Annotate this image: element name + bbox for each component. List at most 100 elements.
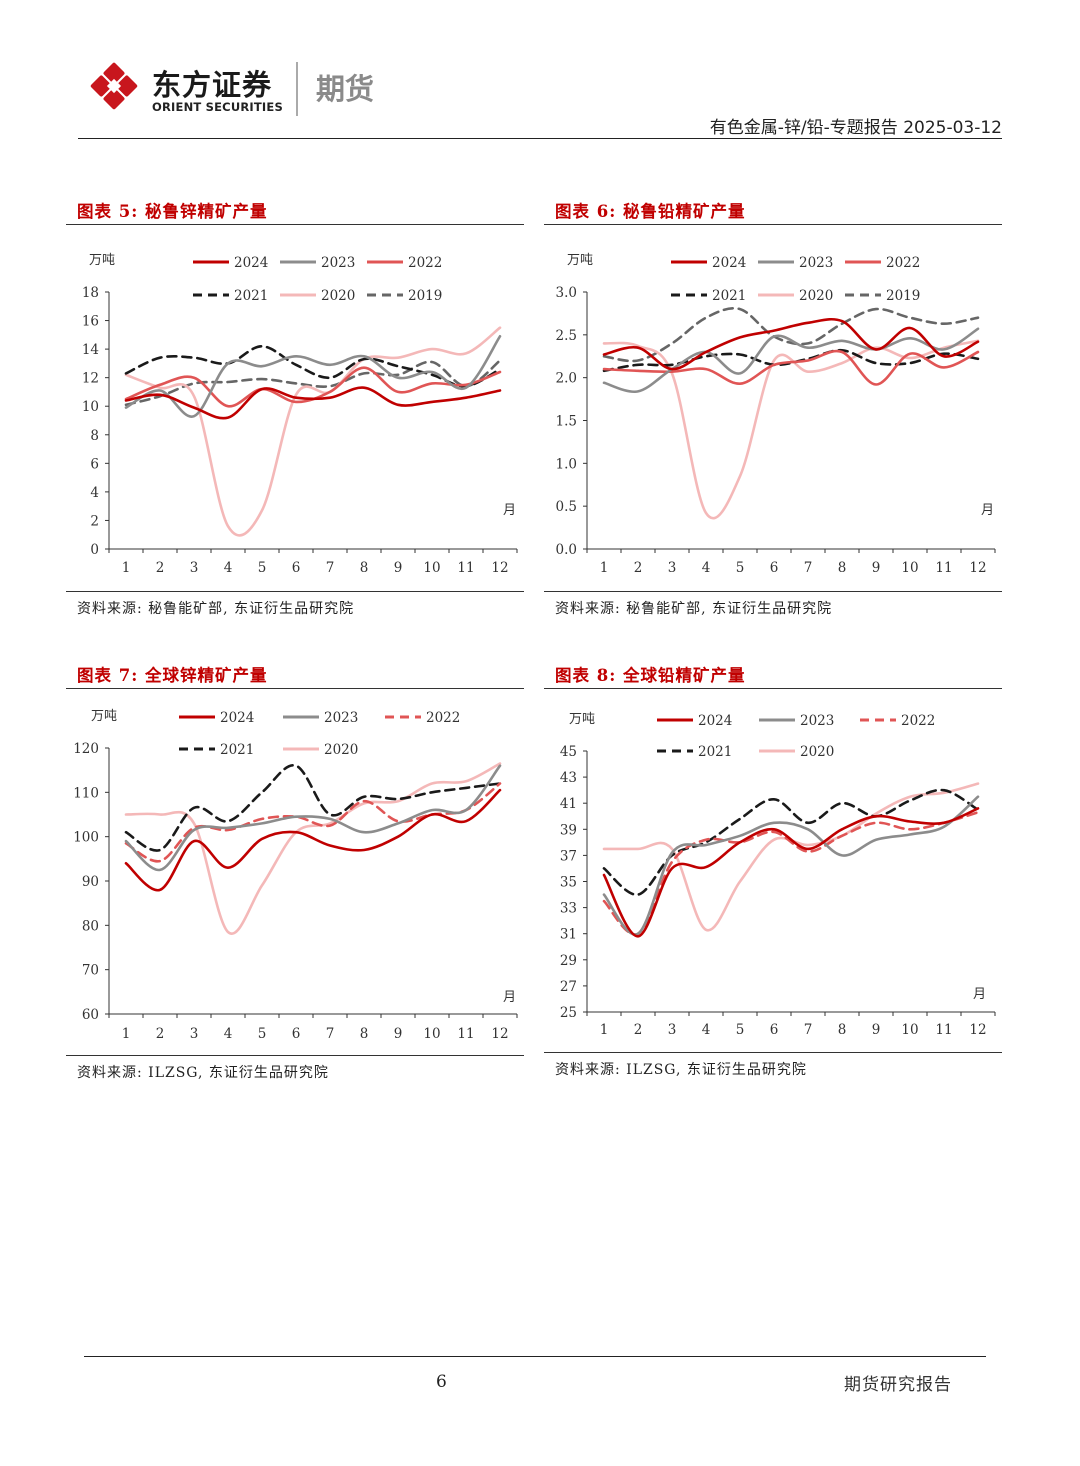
series-line-2022 — [602, 811, 980, 936]
chart-title: 图表 8: 全球铅精矿产量 — [555, 666, 746, 685]
legend-label-2023: 2023 — [800, 713, 834, 729]
series-line-2024 — [602, 807, 980, 938]
y-tick-label: 2.5 — [556, 328, 577, 344]
series-line-2020 — [124, 762, 502, 935]
x-tick-label: 4 — [702, 560, 711, 576]
series-line-2021 — [602, 348, 980, 373]
y-axis-unit-label: 万吨 — [89, 253, 115, 268]
y-tick-label: 0 — [90, 542, 99, 558]
y-tick-label: 45 — [560, 744, 577, 760]
chart-canvas: 万吨 2024 2023 2022 2021 2020 2019 0.0 0.5 1.0 1.5 2.… — [556, 253, 996, 576]
legend-label-2020: 2020 — [799, 288, 833, 304]
x-tick-label: 5 — [258, 560, 267, 576]
chart-title-rule — [66, 688, 524, 689]
chart-title-rule — [66, 224, 524, 225]
series-line-2024 — [124, 788, 502, 892]
legend-label-2020: 2020 — [800, 744, 834, 760]
series-line-2023 — [602, 795, 980, 936]
x-tick-label: 9 — [394, 560, 403, 576]
report-identifier: 有色金属-锌/铅-专题报告 2025-03-12 — [709, 118, 1002, 138]
legend-label-2021: 2021 — [234, 288, 268, 304]
header-divider — [78, 138, 1002, 139]
y-tick-label: 1.5 — [556, 414, 577, 430]
legend-label-2023: 2023 — [321, 255, 355, 271]
x-tick-label: 7 — [804, 560, 813, 576]
y-tick-label: 90 — [82, 874, 99, 890]
company-logo: 东方证券 ORIENT SECURITIES 期货 — [88, 60, 398, 124]
y-tick-label: 43 — [560, 770, 577, 786]
x-tick-label: 6 — [770, 560, 779, 576]
legend-label-2019: 2019 — [408, 288, 442, 304]
chart-panel-7: 图表 7: 全球锌精矿产量 万吨 2024 2023 2022 2021 2020 60 70… — [66, 662, 524, 1092]
series-line-2023 — [602, 327, 980, 394]
x-tick-label: 10 — [423, 560, 440, 576]
footer-divider — [84, 1356, 986, 1357]
x-tick-label: 6 — [292, 560, 301, 576]
x-tick-label: 6 — [770, 1022, 779, 1038]
x-tick-label: 9 — [872, 560, 881, 576]
y-tick-label: 6 — [90, 456, 99, 472]
series-line-2020 — [602, 339, 980, 520]
x-tick-label: 2 — [156, 560, 165, 576]
logo-subtitle: 期货 — [316, 72, 375, 106]
y-tick-label: 10 — [82, 399, 99, 415]
y-tick-label: 41 — [560, 796, 577, 812]
series-line-2021 — [124, 344, 502, 388]
x-axis-unit-label: 月 — [503, 990, 516, 1005]
x-tick-label: 12 — [491, 1026, 508, 1042]
x-tick-label: 4 — [224, 560, 233, 576]
chart-panel-8: 图表 8: 全球铅精矿产量 万吨 2024 2023 2022 2021 2020 25 27… — [544, 662, 1002, 1092]
series-line-2020 — [602, 782, 980, 932]
y-tick-label: 18 — [82, 285, 99, 301]
x-tick-label: 9 — [872, 1022, 881, 1038]
x-tick-label: 7 — [326, 560, 335, 576]
y-tick-label: 4 — [90, 485, 99, 501]
x-tick-label: 10 — [423, 1026, 440, 1042]
y-tick-label: 1.0 — [556, 456, 577, 472]
x-tick-label: 5 — [736, 1022, 745, 1038]
legend-label-2020: 2020 — [321, 288, 355, 304]
series-line-2023 — [124, 335, 502, 418]
x-tick-label: 10 — [901, 1022, 918, 1038]
legend-label-2022: 2022 — [426, 710, 460, 726]
x-tick-label: 7 — [804, 1022, 813, 1038]
y-tick-label: 27 — [560, 979, 577, 995]
chart-panel-5: 图表 5: 秘鲁锌精矿产量 万吨 2024 2023 2022 2021 2020 2019… — [66, 198, 524, 628]
y-tick-label: 2 — [90, 513, 99, 529]
x-tick-label: 7 — [326, 1026, 335, 1042]
y-axis-unit-label: 万吨 — [91, 709, 117, 724]
y-tick-label: 3.0 — [556, 285, 577, 301]
x-tick-label: 1 — [600, 560, 609, 576]
chart-bottom-rule — [544, 591, 1002, 592]
x-tick-label: 3 — [668, 560, 677, 576]
x-tick-label: 11 — [457, 560, 474, 576]
chart-title-rule — [544, 688, 1002, 689]
page-number: 6 — [436, 1372, 447, 1392]
orient-logo-icon — [90, 62, 138, 110]
x-tick-label: 8 — [838, 1022, 847, 1038]
series-line-2021 — [124, 764, 502, 852]
x-tick-label: 11 — [935, 560, 952, 576]
x-tick-label: 1 — [122, 1026, 131, 1042]
y-tick-label: 60 — [82, 1007, 99, 1023]
y-axis-unit-label: 万吨 — [567, 253, 593, 268]
x-tick-label: 2 — [634, 560, 643, 576]
chart-title: 图表 7: 全球锌精矿产量 — [77, 666, 268, 685]
y-tick-label: 110 — [73, 785, 99, 801]
x-tick-label: 11 — [457, 1026, 474, 1042]
x-tick-label: 1 — [122, 560, 131, 576]
chart-title: 图表 6: 秘鲁铅精矿产量 — [555, 202, 746, 221]
chart-bottom-rule — [66, 591, 524, 592]
series-line-2024 — [602, 317, 980, 371]
legend-label-2024: 2024 — [220, 710, 254, 726]
x-tick-label: 2 — [634, 1022, 643, 1038]
y-tick-label: 29 — [560, 953, 577, 969]
y-tick-label: 33 — [560, 901, 577, 917]
x-tick-label: 12 — [969, 1022, 986, 1038]
legend-label-2021: 2021 — [220, 742, 254, 758]
chart-title: 图表 5: 秘鲁锌精矿产量 — [77, 202, 268, 221]
y-tick-label: 31 — [560, 927, 577, 943]
x-tick-label: 1 — [600, 1022, 609, 1038]
